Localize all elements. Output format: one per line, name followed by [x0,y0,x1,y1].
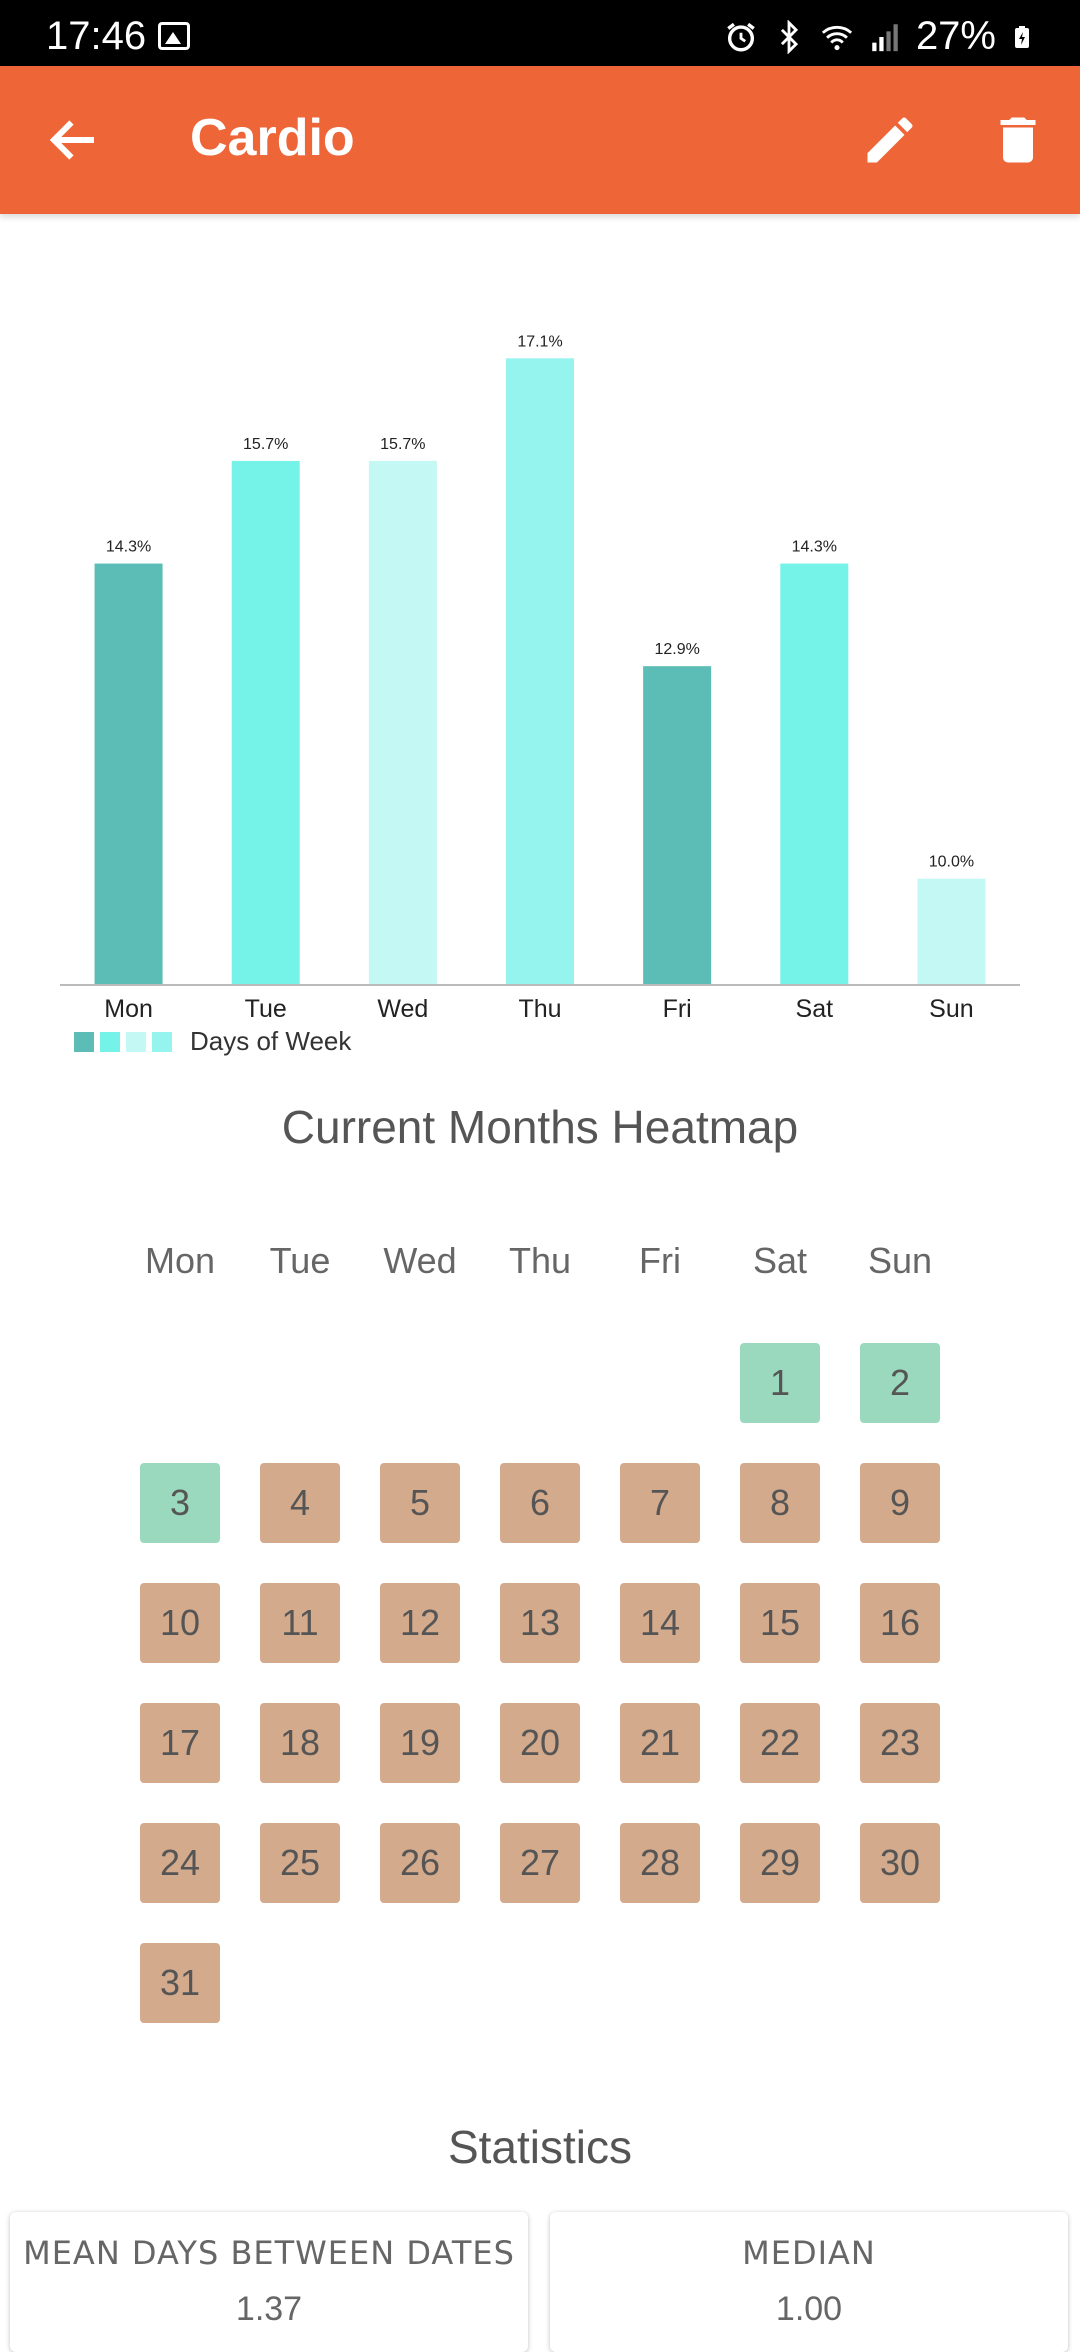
heatmap-day-cell: 9 [860,1463,940,1543]
heatmap-day-cell: 19 [380,1703,460,1783]
edit-pencil-icon[interactable] [860,110,920,170]
bar-sun [917,878,986,985]
data-label-fri: 12.9% [654,641,699,658]
heatmap-day-cell: 15 [740,1583,820,1663]
weekday-header-thu: Thu [508,1240,572,1281]
legend-label: Days of Week [190,1026,352,1056]
heatmap-day-cell: 27 [500,1823,580,1903]
stat-card-mean: MEAN DAYS BETWEEN DATES 1.37 [10,2212,528,2352]
image-notification-icon [158,22,190,50]
heatmap-day-cell: 22 [740,1703,820,1783]
tick-label-fri: Fri [663,995,692,1023]
heatmap-day-cell: 4 [260,1463,340,1543]
bar-mon [94,563,163,985]
wifi-icon [821,25,853,50]
tick-label-wed: Wed [377,995,428,1023]
data-label-sat: 14.3% [792,539,837,556]
heatmap-day-cell: 11 [260,1583,340,1663]
data-label-tue: 15.7% [243,436,288,453]
legend-swatch-1 [74,1031,94,1052]
tick-label-sun: Sun [929,995,973,1023]
heatmap-day-cell: 18 [260,1703,340,1783]
heatmap-day-cell: 3 [140,1463,220,1543]
bar-sat [780,563,849,985]
days-of-week-bar-chart: 14.3% Mon 15.7% Tue 15.7% Wed 17.1% Thu 12.9% Fri… [60,333,1020,1023]
stat-card-value: 1.37 [235,2290,303,2328]
data-label-mon: 14.3% [106,539,151,556]
tick-label-mon: Mon [104,995,153,1023]
stat-card-title: MEDIAN [742,2234,876,2272]
heatmap-day-cell: 21 [620,1703,700,1783]
heatmap-title: Current Months Heatmap [281,1101,799,1153]
tick-label-thu: Thu [518,995,561,1023]
status-time: 17:46 [46,14,147,58]
data-label-sun: 10.0% [929,854,974,871]
status-icons: 27% [724,14,1034,59]
heatmap-day-cell: 8 [740,1463,820,1543]
weekday-header-mon: Mon [144,1240,216,1281]
heatmap-day-cell: 31 [140,1943,220,2023]
battery-percent: 27% [915,14,996,58]
data-label-thu: 17.1% [517,333,562,350]
heatmap-day-cell: 20 [500,1703,580,1783]
heatmap-day-cell: 14 [620,1583,700,1663]
delete-trash-icon[interactable] [988,110,1048,170]
heatmap-day-cell: 26 [380,1823,460,1903]
chart-legend: Days of Week [74,1026,351,1057]
heatmap-day-cell: 29 [740,1823,820,1903]
bar-wed [368,460,437,985]
page-title: Cardio [190,109,355,167]
heatmap-day-cell: 17 [140,1703,220,1783]
heatmap-day-cell: 13 [500,1583,580,1663]
data-label-wed: 15.7% [380,436,425,453]
heatmap-day-cell: 6 [500,1463,580,1543]
heatmap-day-cell: 25 [260,1823,340,1903]
tick-label-tue: Tue [245,995,287,1023]
stat-card-median: MEDIAN 1.00 [550,2212,1068,2352]
bar-fri [643,666,712,985]
legend-swatch-2 [100,1031,120,1052]
heatmap-day-cell: 30 [860,1823,940,1903]
weekday-header-sat: Sat [752,1240,808,1281]
weekday-header-tue: Tue [269,1240,331,1281]
weekday-header-fri: Fri [639,1240,681,1281]
back-arrow-icon[interactable] [44,110,104,170]
status-bar: 17:46 27% [0,0,1080,66]
weekday-header-sun: Sun [867,1240,933,1281]
bar-tue [231,460,300,985]
heatmap-day-cell: 12 [380,1583,460,1663]
heatmap-day-cell: 24 [140,1823,220,1903]
heatmap-day-cell: 5 [380,1463,460,1543]
tick-label-sat: Sat [796,995,834,1023]
bar-thu [506,358,574,985]
heatmap-day-cell: 7 [620,1463,700,1543]
bluetooth-icon [780,19,799,54]
heatmap-day-cell: 16 [860,1583,940,1663]
weekday-header-wed: Wed [383,1240,457,1281]
app-bar: Cardio [0,66,1080,214]
heatmap-day-cell: 1 [740,1343,820,1423]
heatmap-day-cell: 2 [860,1343,940,1423]
heatmap-day-cell: 23 [860,1703,940,1783]
heatmap-day-cell: 28 [620,1823,700,1903]
legend-swatch-3 [126,1031,146,1052]
statistics-title: Statistics [447,2121,633,2173]
heatmap-day-cell: 10 [140,1583,220,1663]
stat-card-title: MEAN DAYS BETWEEN DATES [23,2234,515,2272]
alarm-icon [727,22,755,51]
legend-swatch-4 [152,1031,172,1052]
battery-charging-icon [1015,25,1029,48]
stat-card-value: 1.00 [775,2290,843,2328]
cell-signal-icon [872,23,898,51]
